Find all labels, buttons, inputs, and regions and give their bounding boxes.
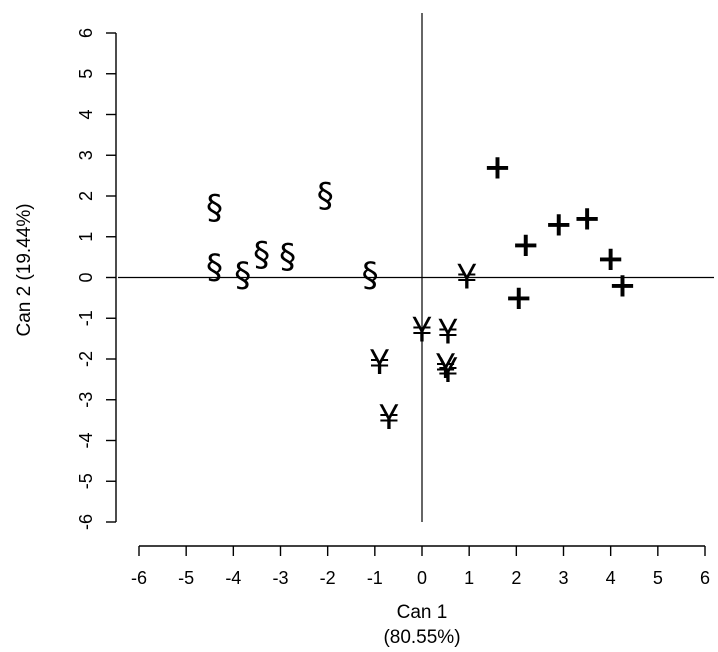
y-tick-label: 4	[76, 109, 96, 119]
data-point: +	[483, 147, 512, 187]
data-point: §	[206, 188, 223, 228]
x-tick-label: -2	[320, 568, 336, 588]
data-point: §	[253, 235, 270, 275]
y-tick-label: -6	[76, 514, 96, 530]
x-axis-title: Can 1	[397, 602, 448, 623]
y-tick-label: 1	[76, 232, 96, 242]
x-tick-label: -1	[367, 568, 383, 588]
x-tick-label: 0	[417, 568, 427, 588]
data-point: ¥	[369, 343, 391, 383]
data-point: ¥	[437, 351, 459, 391]
y-tick-label: -3	[76, 392, 96, 408]
data-points: §§ §§ §§§ ¥¥ ¥¥ ¥¥¥++++ +++	[206, 147, 637, 438]
x-tick-label: -4	[225, 568, 241, 588]
x-tick-label: 3	[558, 568, 568, 588]
x-tick-label: 4	[606, 568, 616, 588]
x-tick-label: 6	[700, 568, 710, 588]
data-point: §	[279, 237, 296, 277]
x-tick-label: 2	[511, 568, 521, 588]
x-tick-label: -6	[131, 568, 147, 588]
y-tick-label: -2	[76, 351, 96, 367]
axes: -6 -5 -4 -3 -2 -1 0 1 2 3 4 5 6 -6 -5 -4 -3 -2 -1 0 1 2 3 4 5 6	[76, 28, 710, 588]
y-tick-label: 6	[76, 28, 96, 38]
data-point: +	[596, 239, 625, 279]
data-point: +	[512, 225, 541, 265]
data-point: §	[362, 255, 379, 295]
data-point: ¥	[378, 398, 400, 438]
x-axis-subtitle: (80.55%)	[383, 627, 460, 648]
y-tick-label: 3	[76, 150, 96, 160]
y-axis-title: Can 2 (19.44%)	[14, 203, 35, 336]
data-point: ¥	[435, 347, 457, 387]
data-point: +	[545, 205, 574, 245]
y-tick-label: -4	[76, 432, 96, 448]
data-point: §	[206, 247, 223, 287]
data-point: +	[504, 278, 533, 318]
data-point: ¥	[456, 258, 478, 298]
data-point: +	[573, 198, 602, 238]
data-point: ¥	[411, 310, 433, 350]
data-point: +	[608, 266, 637, 306]
data-point: ¥	[437, 313, 459, 353]
y-tick-label: 5	[76, 69, 96, 79]
data-point: §	[317, 176, 334, 216]
x-tick-label: 1	[464, 568, 474, 588]
x-tick-label: -3	[272, 568, 288, 588]
reference-lines	[118, 13, 714, 522]
data-point: §	[234, 255, 251, 295]
y-tick-label: -5	[76, 473, 96, 489]
y-tick-label: -1	[76, 310, 96, 326]
x-tick-label: -5	[178, 568, 194, 588]
x-tick-label: 5	[653, 568, 663, 588]
y-tick-label: 0	[76, 272, 96, 282]
y-tick-label: 2	[76, 191, 96, 201]
